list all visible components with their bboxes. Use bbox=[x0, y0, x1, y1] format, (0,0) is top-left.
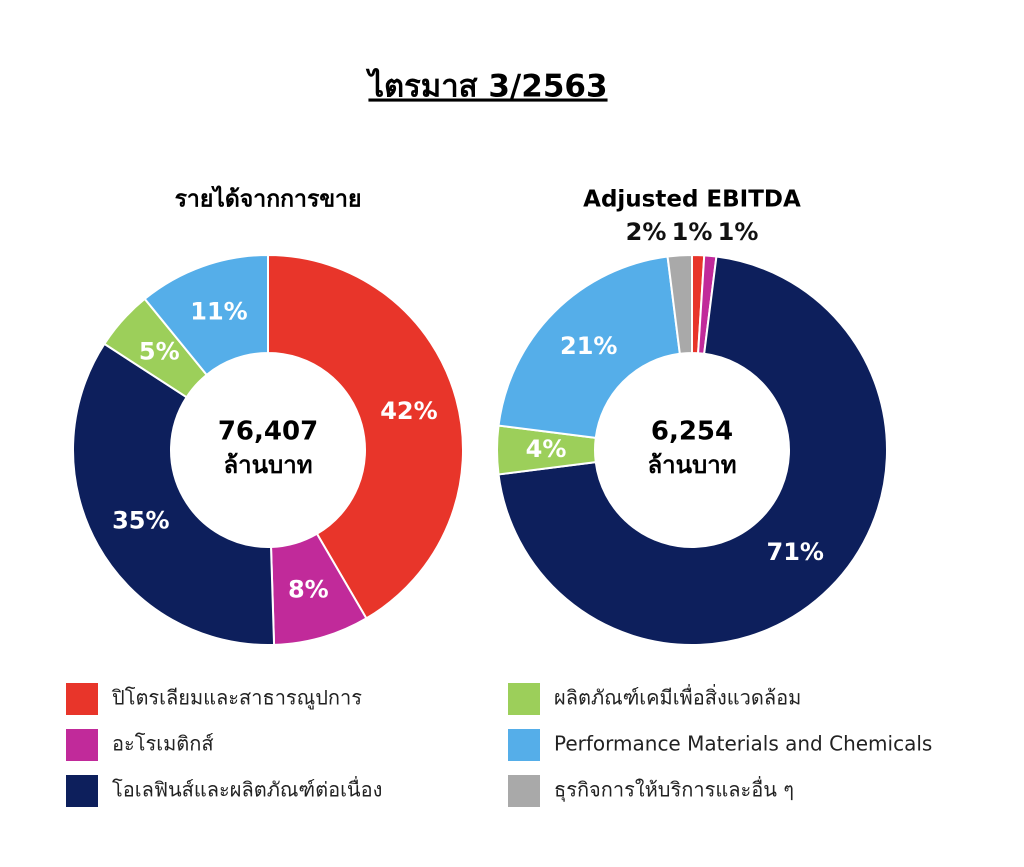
data-label: 2% bbox=[626, 218, 667, 246]
donut-segment bbox=[497, 255, 888, 646]
legend-label: ผลิตภัณฑ์เคมีเพื่อสิ่งแวดล้อม bbox=[554, 684, 801, 710]
center-total: 76,407 bbox=[218, 417, 318, 447]
legend-swatch bbox=[508, 683, 540, 715]
donut-segment bbox=[143, 253, 269, 377]
legend-swatch bbox=[508, 775, 540, 807]
data-label: 35% bbox=[112, 507, 169, 535]
data-label: 21% bbox=[560, 332, 617, 360]
donut-segment bbox=[497, 255, 681, 439]
donut-segment bbox=[72, 342, 276, 646]
data-label: 71% bbox=[767, 538, 824, 566]
data-label: 1% bbox=[672, 218, 713, 246]
center-unit: ล้านบาท bbox=[647, 451, 736, 479]
legend-label: อะโรเมติกส์ bbox=[112, 732, 214, 756]
chart-title: รายได้จากการขาย bbox=[175, 185, 362, 213]
legend-label: Performance Materials and Chemicals bbox=[554, 732, 932, 756]
center-total: 6,254 bbox=[651, 417, 733, 447]
legend-swatch bbox=[66, 729, 98, 761]
legend-swatch bbox=[508, 729, 540, 761]
donut-segment bbox=[267, 253, 464, 620]
center-unit: ล้านบาท bbox=[223, 451, 312, 479]
data-label: 42% bbox=[380, 397, 437, 425]
legend-label: ธุรกิจการให้บริการและอื่น ๆ bbox=[554, 776, 794, 803]
legend-label: ปิโตรเลียมและสาธารณูปการ bbox=[112, 686, 363, 711]
data-label: 5% bbox=[139, 338, 180, 366]
donut-segment bbox=[666, 253, 693, 355]
data-label: 11% bbox=[190, 297, 247, 325]
legend-label: โอเลฟินส์และผลิตภัณฑ์ต่อเนื่อง bbox=[112, 776, 382, 802]
chart-title: Adjusted EBITDA bbox=[583, 187, 801, 213]
legend-swatch bbox=[66, 683, 98, 715]
data-label: 4% bbox=[526, 435, 567, 463]
data-label: 8% bbox=[288, 575, 329, 603]
data-label: 1% bbox=[718, 218, 759, 246]
legend-swatch bbox=[66, 775, 98, 807]
main-title: ไตรมาส 3/2563 bbox=[365, 68, 607, 105]
